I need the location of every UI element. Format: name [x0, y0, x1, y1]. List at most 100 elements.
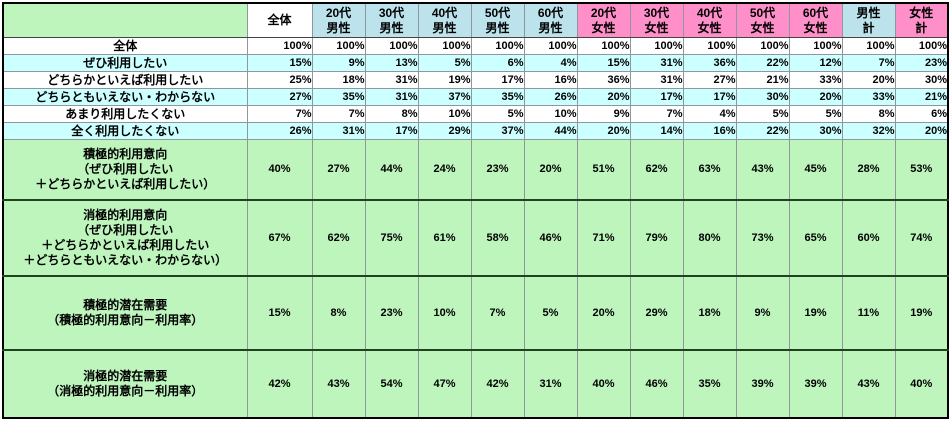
value-cell: 100% [894, 37, 949, 55]
value-cell: 8% [364, 105, 419, 123]
table-row: 積極的利用意向 （ぜひ利用したい ＋どちらかといえば利用したい） 40% 27% 44… [2, 139, 949, 200]
value-cell: 43% [735, 139, 790, 200]
value-cell: 25% [246, 71, 313, 89]
value-cell: 17% [470, 71, 525, 89]
header-row: 全体 20代 男性 30代 男性 40代 男性 50代 男性 60代 男性 20代 女性 30… [2, 2, 949, 38]
value-cell: 40% [576, 348, 631, 418]
value-cell: 14% [629, 122, 684, 140]
value-cell: 35% [470, 88, 525, 106]
value-cell: 6% [470, 54, 525, 72]
value-cell: 18% [682, 274, 737, 350]
column-header: 20代 女性 [576, 2, 631, 38]
value-cell: 10% [523, 105, 578, 123]
value-cell: 30% [735, 88, 790, 106]
value-cell: 5% [788, 105, 843, 123]
value-cell: 23% [364, 274, 419, 350]
value-cell: 19% [417, 71, 472, 89]
value-cell: 74% [894, 198, 949, 276]
value-cell: 46% [629, 348, 684, 418]
row-label: 全体 [2, 37, 248, 55]
column-header: 20代 男性 [311, 2, 366, 38]
value-cell: 7% [841, 54, 896, 72]
row-label: どちらかといえば利用したい [2, 71, 248, 89]
table-row: どちらかといえば利用したい 25% 18% 31% 19% 17% 16% 36% 31% 27%… [2, 71, 949, 89]
value-cell: 62% [629, 139, 684, 200]
table-row: どちらともいえない・わからない 27% 35% 31% 37% 35% 26% 20% 17% 1… [2, 88, 949, 106]
value-cell: 21% [894, 88, 949, 106]
value-cell: 31% [364, 88, 419, 106]
value-cell: 26% [523, 88, 578, 106]
value-cell: 19% [894, 274, 949, 350]
value-cell: 9% [311, 54, 366, 72]
table-row: ぜひ利用したい 15% 9% 13% 5% 6% 4% 15% 31% 36% 22% 12% 7% 23… [2, 54, 949, 72]
row-label: あまり利用したくない [2, 105, 248, 123]
value-cell: 9% [576, 105, 631, 123]
value-cell: 10% [417, 274, 472, 350]
value-cell: 27% [311, 139, 366, 200]
value-cell: 100% [735, 37, 790, 55]
value-cell: 13% [364, 54, 419, 72]
value-cell: 20% [523, 139, 578, 200]
value-cell: 31% [523, 348, 578, 418]
value-cell: 30% [788, 122, 843, 140]
value-cell: 15% [576, 54, 631, 72]
value-cell: 39% [735, 348, 790, 418]
table-row: 全体 100% 100% 100% 100% 100% 100% 100% 100% 100% 10… [2, 37, 949, 55]
value-cell: 45% [788, 139, 843, 200]
column-header: 30代 女性 [629, 2, 684, 38]
value-cell: 35% [682, 348, 737, 418]
value-cell: 11% [841, 274, 896, 350]
value-cell: 33% [841, 88, 896, 106]
column-header: 50代 女性 [735, 2, 790, 38]
value-cell: 17% [682, 88, 737, 106]
value-cell: 6% [894, 105, 949, 123]
value-cell: 5% [523, 274, 578, 350]
value-cell: 51% [576, 139, 631, 200]
value-cell: 80% [682, 198, 737, 276]
value-cell: 100% [364, 37, 419, 55]
value-cell: 58% [470, 198, 525, 276]
table-row: 消極的利用意向 （ぜひ利用したい ＋どちらかといえば利用したい ＋どちらともいえ… [2, 198, 949, 276]
value-cell: 22% [735, 122, 790, 140]
value-cell: 5% [470, 105, 525, 123]
value-cell: 21% [735, 71, 790, 89]
value-cell: 62% [311, 198, 366, 276]
row-label: 消極的潜在需要 （消極的利用意向－利用率） [2, 348, 248, 418]
column-header: 女性 計 [894, 2, 949, 38]
value-cell: 7% [470, 274, 525, 350]
value-cell: 39% [788, 348, 843, 418]
row-label: 消極的利用意向 （ぜひ利用したい ＋どちらかといえば利用したい ＋どちらともいえ… [2, 198, 248, 276]
table-row: あまり利用したくない 7% 7% 8% 10% 5% 10% 9% 7% 4% 5% 5% 8% 6% [2, 105, 949, 123]
value-cell: 42% [470, 348, 525, 418]
row-label: どちらともいえない・わからない [2, 88, 248, 106]
value-cell: 20% [841, 71, 896, 89]
value-cell: 24% [417, 139, 472, 200]
value-cell: 36% [682, 54, 737, 72]
column-header: 60代 女性 [788, 2, 843, 38]
column-header: 40代 女性 [682, 2, 737, 38]
value-cell: 31% [629, 71, 684, 89]
value-cell: 40% [894, 348, 949, 418]
value-cell: 40% [246, 139, 313, 200]
table-row: 全く利用したくない 26% 31% 17% 29% 37% 44% 20% 14% 16% 22% 3… [2, 122, 949, 140]
value-cell: 44% [364, 139, 419, 200]
value-cell: 17% [364, 122, 419, 140]
column-header: 40代 男性 [417, 2, 472, 38]
value-cell: 36% [576, 71, 631, 89]
value-cell: 20% [576, 122, 631, 140]
value-cell: 43% [311, 348, 366, 418]
value-cell: 27% [246, 88, 313, 106]
value-cell: 9% [735, 274, 790, 350]
value-cell: 60% [841, 198, 896, 276]
value-cell: 12% [788, 54, 843, 72]
value-cell: 37% [417, 88, 472, 106]
value-cell: 100% [311, 37, 366, 55]
value-cell: 31% [629, 54, 684, 72]
value-cell: 27% [682, 71, 737, 89]
value-cell: 73% [735, 198, 790, 276]
table-row: 消極的潜在需要 （消極的利用意向－利用率） 42% 43% 54% 47% 42% 31% 4… [2, 348, 949, 418]
value-cell: 16% [523, 71, 578, 89]
value-cell: 20% [894, 122, 949, 140]
value-cell: 7% [246, 105, 313, 123]
